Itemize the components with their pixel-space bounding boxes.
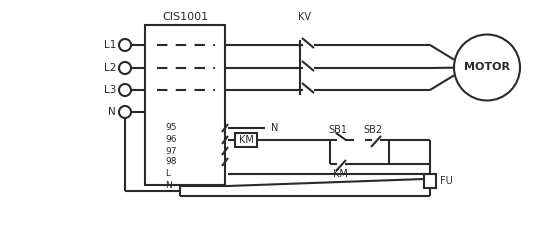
Text: L2: L2 — [103, 63, 116, 73]
Bar — [424, 174, 436, 188]
Text: KM: KM — [333, 169, 347, 179]
Circle shape — [119, 84, 131, 96]
Circle shape — [119, 39, 131, 51]
Text: MOTOR: MOTOR — [464, 62, 510, 72]
Circle shape — [119, 106, 131, 118]
Text: CIS1001: CIS1001 — [162, 12, 208, 22]
Text: 95: 95 — [165, 124, 177, 132]
Circle shape — [119, 62, 131, 74]
Text: 96: 96 — [165, 136, 177, 144]
Circle shape — [454, 35, 520, 101]
Text: N: N — [165, 181, 172, 191]
Text: L1: L1 — [103, 40, 116, 50]
Text: SB2: SB2 — [363, 125, 382, 135]
Text: N: N — [271, 123, 278, 133]
Text: L3: L3 — [103, 85, 116, 95]
Text: L: L — [165, 169, 170, 179]
Text: FU: FU — [440, 176, 453, 186]
Text: N: N — [108, 107, 116, 117]
Bar — [145, 25, 225, 185]
Text: 98: 98 — [165, 157, 177, 167]
Text: SB1: SB1 — [329, 125, 347, 135]
Bar — [235, 133, 257, 147]
Text: KM: KM — [238, 135, 253, 145]
Text: 97: 97 — [165, 146, 177, 156]
Text: KV: KV — [298, 12, 311, 22]
